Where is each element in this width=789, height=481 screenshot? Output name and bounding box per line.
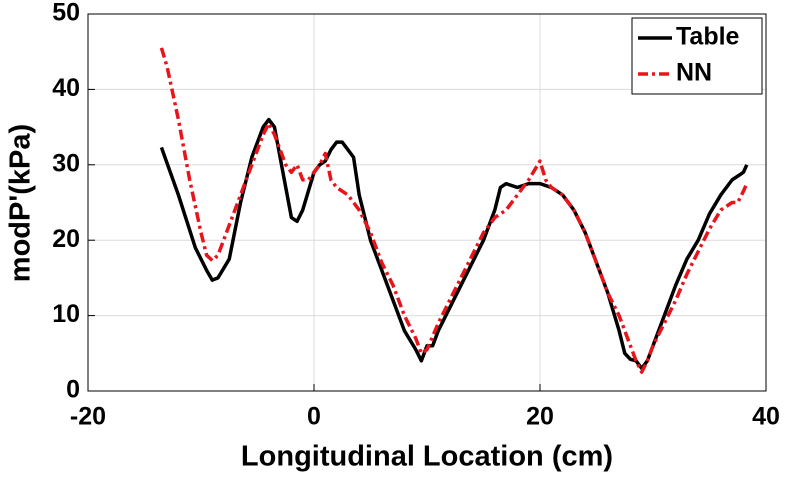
x-tick-label: -20 [70, 403, 106, 431]
y-tick-label: 10 [52, 300, 80, 328]
y-tick-label: 0 [66, 376, 80, 404]
x-tick-label: 40 [752, 403, 780, 431]
y-axis-label: modP'(kPa) [5, 124, 37, 282]
series-line [159, 47, 749, 374]
y-tick-label: 20 [52, 225, 80, 253]
series-line [159, 117, 749, 371]
legend-label: NN [676, 59, 712, 87]
legend-box [631, 17, 763, 95]
y-tick-label: 50 [52, 0, 80, 27]
y-tick-label: 40 [52, 74, 80, 102]
x-tick-label: 20 [526, 403, 554, 431]
x-tick-label: 0 [307, 403, 321, 431]
legend-label: Table [676, 23, 740, 51]
x-axis-label: Longitudinal Location (cm) [241, 441, 613, 473]
axes-box [87, 13, 767, 392]
y-tick-label: 30 [52, 149, 80, 177]
